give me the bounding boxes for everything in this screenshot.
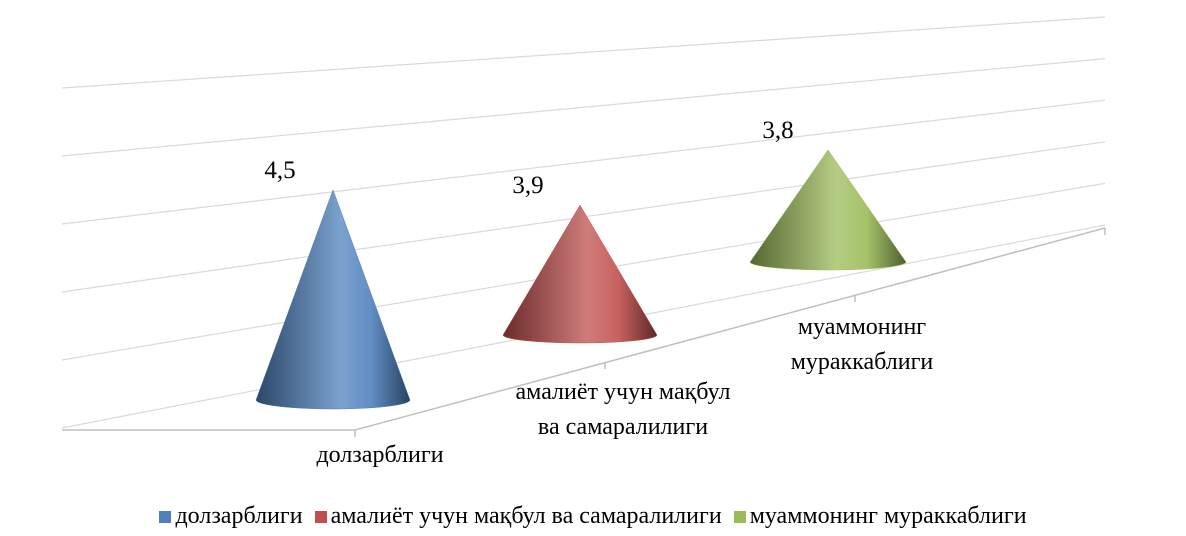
value-label: 4,5 bbox=[264, 157, 295, 184]
legend-swatch bbox=[314, 510, 327, 523]
value-label: 3,9 bbox=[512, 172, 543, 199]
grid-line bbox=[61, 16, 1106, 89]
legend-label: муаммонинг мураккаблиги bbox=[749, 503, 1027, 529]
legend-item: долзарблиги bbox=[159, 503, 303, 530]
grid-line bbox=[61, 99, 1106, 225]
legend-label: амалиёт учун мақбул ва самаралилиги bbox=[330, 503, 722, 529]
x-tick-label: муаммонинг мураккаблиги bbox=[790, 314, 934, 375]
legend-item: муаммонинг мураккаблиги bbox=[733, 503, 1027, 530]
x-tick-label: амалиёт учун мақбул ва самаралилиги bbox=[515, 379, 731, 440]
legend-item: амалиёт учун мақбул ва самаралилиги bbox=[314, 503, 722, 530]
legend: долзарблиги амалиёт учун мақбул ва самара… bbox=[0, 503, 1186, 530]
plot: 4,5 3,9 3,8 bbox=[61, 16, 1106, 437]
x-tick-label: долзарблиги bbox=[316, 442, 444, 468]
legend-label: долзарблиги bbox=[175, 503, 303, 529]
cone bbox=[502, 204, 658, 344]
value-label: 3,8 bbox=[762, 117, 793, 144]
grid-line bbox=[61, 58, 1106, 157]
legend-swatch bbox=[159, 510, 172, 523]
cone bbox=[749, 149, 907, 271]
legend-swatch bbox=[733, 510, 746, 523]
cone bbox=[255, 189, 411, 410]
